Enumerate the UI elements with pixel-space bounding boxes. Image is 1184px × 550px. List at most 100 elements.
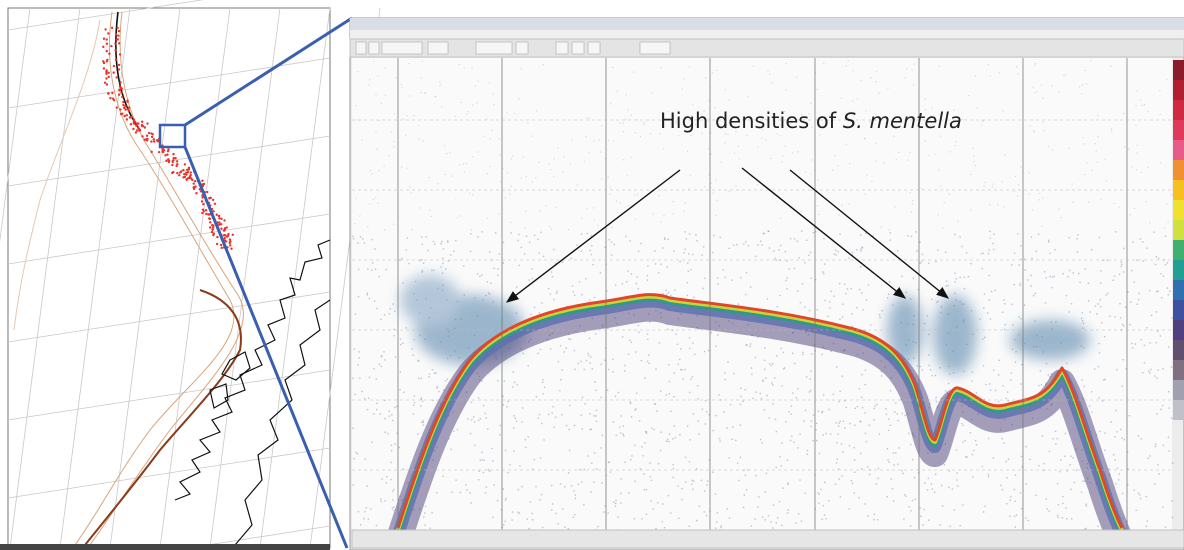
noise-dot bbox=[588, 152, 591, 154]
noise-dot bbox=[739, 456, 742, 459]
noise-dot bbox=[584, 403, 586, 405]
noise-dot bbox=[674, 289, 676, 291]
survey-point bbox=[102, 60, 105, 63]
noise-dot bbox=[836, 458, 839, 461]
noise-dot bbox=[761, 244, 763, 246]
noise-dot bbox=[467, 418, 469, 420]
noise-dot bbox=[961, 422, 963, 425]
noise-dot bbox=[601, 178, 603, 180]
noise-dot bbox=[688, 525, 690, 528]
noise-dot bbox=[848, 445, 851, 447]
survey-point bbox=[183, 175, 187, 179]
noise-dot bbox=[666, 293, 668, 296]
noise-dot bbox=[672, 463, 674, 466]
noise-dot bbox=[1073, 481, 1076, 484]
noise-dot bbox=[364, 510, 366, 513]
noise-dot bbox=[700, 479, 703, 482]
noise-dot bbox=[992, 457, 995, 459]
noise-dot bbox=[968, 95, 970, 97]
noise-dot bbox=[923, 482, 926, 484]
noise-dot bbox=[1038, 384, 1040, 387]
noise-dot bbox=[557, 523, 559, 525]
noise-dot bbox=[781, 524, 783, 527]
noise-dot bbox=[910, 235, 913, 238]
noise-dot bbox=[405, 249, 407, 251]
noise-dot bbox=[1001, 311, 1004, 313]
noise-dot bbox=[1142, 372, 1144, 374]
noise-dot bbox=[521, 421, 523, 423]
noise-dot bbox=[708, 174, 710, 176]
noise-dot bbox=[555, 512, 557, 515]
noise-dot bbox=[679, 358, 681, 361]
noise-dot bbox=[622, 130, 624, 133]
noise-dot bbox=[989, 75, 991, 77]
noise-dot bbox=[912, 199, 914, 202]
color-step bbox=[1173, 180, 1184, 200]
noise-dot bbox=[767, 514, 770, 517]
noise-dot bbox=[830, 350, 832, 352]
survey-point bbox=[114, 42, 117, 45]
noise-dot bbox=[421, 243, 424, 246]
noise-dot bbox=[408, 262, 410, 265]
noise-dot bbox=[420, 398, 423, 400]
noise-dot bbox=[441, 257, 444, 259]
noise-dot bbox=[916, 365, 918, 367]
noise-dot bbox=[698, 505, 701, 507]
noise-dot bbox=[470, 229, 472, 231]
noise-dot bbox=[1038, 199, 1040, 201]
color-step bbox=[1173, 360, 1184, 380]
noise-dot bbox=[673, 372, 675, 374]
noise-dot bbox=[562, 508, 564, 510]
noise-dot bbox=[366, 292, 368, 294]
noise-dot bbox=[581, 396, 584, 399]
noise-dot bbox=[559, 389, 561, 392]
noise-dot bbox=[385, 482, 387, 484]
noise-dot bbox=[607, 512, 609, 514]
noise-dot bbox=[406, 115, 408, 117]
noise-dot bbox=[904, 77, 906, 79]
noise-dot bbox=[399, 388, 401, 391]
noise-dot bbox=[1136, 259, 1138, 261]
noise-dot bbox=[393, 334, 395, 337]
noise-dot bbox=[1113, 275, 1116, 277]
noise-dot bbox=[754, 356, 757, 359]
noise-dot bbox=[757, 146, 759, 148]
survey-point bbox=[185, 173, 188, 176]
noise-dot bbox=[395, 405, 398, 408]
noise-dot bbox=[971, 453, 973, 456]
noise-dot bbox=[1143, 344, 1146, 347]
noise-dot bbox=[880, 370, 883, 373]
noise-dot bbox=[771, 363, 774, 365]
noise-dot bbox=[564, 526, 566, 528]
noise-dot bbox=[1050, 373, 1053, 375]
noise-dot bbox=[463, 265, 465, 267]
noise-dot bbox=[531, 468, 534, 470]
survey-point bbox=[223, 219, 226, 222]
noise-dot bbox=[911, 203, 913, 205]
noise-dot bbox=[1067, 275, 1069, 278]
noise-dot bbox=[796, 76, 798, 78]
noise-dot bbox=[1028, 193, 1031, 195]
noise-dot bbox=[524, 438, 527, 441]
noise-dot bbox=[848, 508, 850, 510]
survey-point bbox=[176, 162, 179, 166]
noise-dot bbox=[1133, 207, 1136, 210]
noise-dot bbox=[365, 507, 368, 509]
noise-dot bbox=[1142, 241, 1144, 243]
noise-dot bbox=[383, 314, 386, 316]
noise-dot bbox=[859, 452, 862, 455]
noise-dot bbox=[1131, 166, 1133, 168]
noise-dot bbox=[808, 113, 810, 115]
noise-dot bbox=[1057, 91, 1060, 93]
noise-dot bbox=[581, 217, 583, 219]
noise-dot bbox=[1121, 437, 1123, 439]
noise-dot bbox=[619, 202, 621, 204]
noise-dot bbox=[358, 351, 360, 353]
noise-dot bbox=[858, 387, 861, 390]
noise-dot bbox=[660, 221, 662, 223]
noise-dot bbox=[723, 411, 725, 413]
noise-dot bbox=[662, 148, 665, 150]
noise-dot bbox=[525, 235, 528, 237]
noise-dot bbox=[620, 492, 622, 495]
noise-dot bbox=[697, 398, 699, 400]
